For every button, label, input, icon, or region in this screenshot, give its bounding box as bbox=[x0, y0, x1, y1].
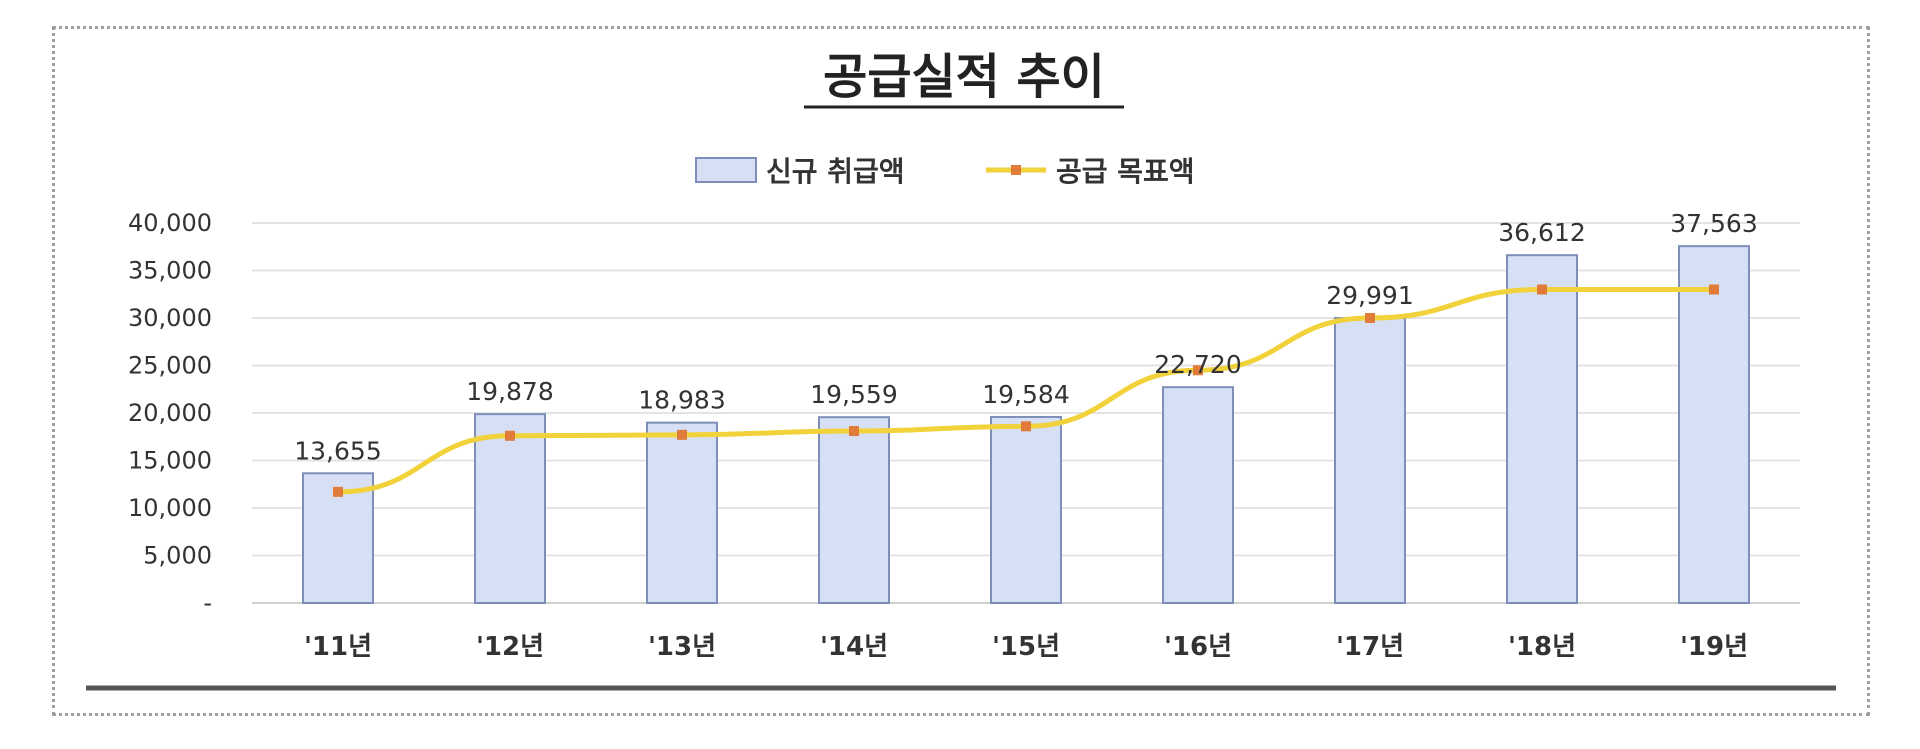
x-category-label: '12년 bbox=[476, 632, 544, 662]
y-tick-label: 10,000 bbox=[128, 494, 212, 522]
legend-label-line: 공급 목표액 bbox=[1056, 155, 1195, 188]
target-point bbox=[333, 486, 343, 497]
legend-swatch-marker bbox=[1011, 165, 1021, 175]
bar bbox=[1506, 254, 1578, 604]
target-point bbox=[1365, 313, 1375, 323]
y-tick-label: 30,000 bbox=[128, 304, 212, 332]
x-category-label: '11년 bbox=[304, 632, 372, 662]
bar-data-label: 13,655 bbox=[294, 436, 381, 465]
bar-data-label: 37,563 bbox=[1670, 209, 1757, 238]
chart-frame bbox=[52, 26, 1870, 716]
bar bbox=[474, 413, 546, 604]
target-point bbox=[1021, 421, 1031, 432]
bar bbox=[818, 416, 890, 605]
x-category-label: '14년 bbox=[820, 632, 888, 662]
legend-label-bar: 신규 취급액 bbox=[766, 155, 905, 188]
bar bbox=[1678, 245, 1750, 605]
y-tick-label: 40,000 bbox=[128, 209, 212, 237]
x-category-label: '19년 bbox=[1680, 632, 1748, 662]
y-tick-label: 25,000 bbox=[128, 352, 212, 380]
y-tick-label: 20,000 bbox=[128, 399, 212, 427]
bar bbox=[1162, 386, 1234, 604]
x-axis-categories: '11년 '12년 '13년 '14년 '15년 '16년 '17년 '18년 '19년 bbox=[304, 632, 1748, 662]
target-point bbox=[505, 430, 515, 441]
bar bbox=[646, 421, 718, 604]
x-category-label: '16년 bbox=[1164, 632, 1232, 662]
bar-data-label: 19,559 bbox=[810, 380, 897, 409]
target-point bbox=[1193, 365, 1203, 376]
chart-title: 공급실적 추이 bbox=[823, 49, 1105, 105]
bar-data-label: 19,878 bbox=[466, 377, 553, 406]
target-point bbox=[677, 429, 687, 440]
target-line bbox=[333, 284, 1719, 497]
x-category-label: '15년 bbox=[992, 632, 1060, 662]
bar-data-label: 29,991 bbox=[1326, 281, 1413, 310]
x-category-label: '13년 bbox=[648, 632, 716, 662]
bar-data-label: 22,720 bbox=[1154, 350, 1241, 379]
bar-data-label: 19,584 bbox=[982, 380, 1069, 409]
legend-swatch-bar bbox=[695, 157, 757, 183]
y-axis-ticks: - 5,000 10,000 15,000 20,000 25,000 30,000 35,0… bbox=[128, 209, 212, 617]
y-tick-label: 5,000 bbox=[143, 542, 212, 570]
bar-data-label: 18,983 bbox=[638, 386, 725, 415]
bar-data-label: 36,612 bbox=[1498, 218, 1585, 247]
target-point bbox=[849, 426, 859, 437]
x-category-label: '17년 bbox=[1336, 632, 1404, 662]
y-tick-label: 35,000 bbox=[128, 257, 212, 285]
x-category-label: '18년 bbox=[1508, 632, 1576, 662]
target-point bbox=[1709, 284, 1719, 295]
y-tick-label: 15,000 bbox=[128, 447, 212, 475]
y-tick-label: - bbox=[203, 589, 212, 617]
legend: 신규 취급액 공급 목표액 bbox=[695, 155, 1195, 188]
bar bbox=[1334, 317, 1406, 604]
target-point bbox=[1537, 284, 1547, 295]
bar bbox=[990, 415, 1062, 604]
data-labels: 13,655 19,878 18,983 19,559 19,584 22,720 29,9… bbox=[294, 209, 1757, 465]
